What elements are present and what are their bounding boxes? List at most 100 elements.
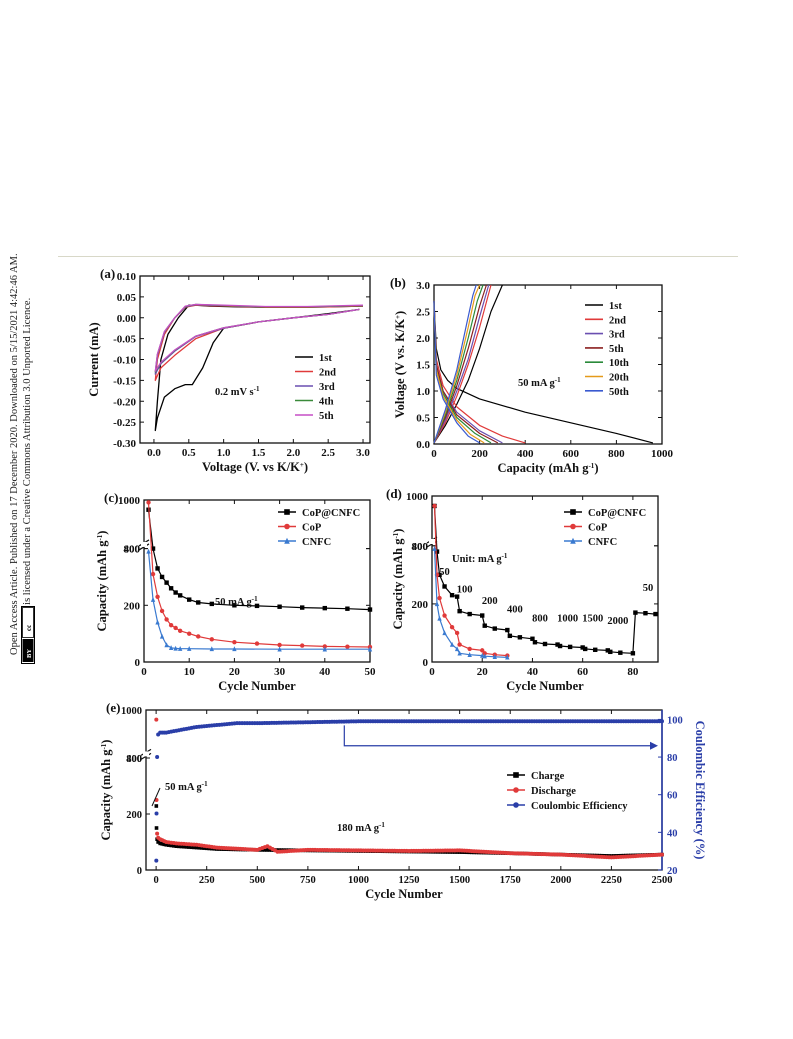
data-point — [480, 652, 485, 658]
charge-curve — [433, 284, 503, 444]
y-tick-label: 0 — [135, 657, 141, 669]
data-point — [480, 613, 485, 618]
charge-point — [166, 843, 171, 847]
charge-point — [169, 843, 174, 848]
data-point — [542, 641, 548, 647]
x-tick-label: 20 — [477, 666, 489, 678]
legend-marker — [513, 802, 519, 808]
x-tick-label: 20 — [229, 666, 241, 678]
data-point — [618, 650, 623, 655]
plot-frame — [431, 495, 659, 663]
data-point — [155, 566, 160, 571]
y-tick-label: -0.10 — [113, 355, 136, 367]
y-tick-label: 0 — [137, 866, 142, 877]
efficiency-point — [660, 719, 664, 724]
x-tick-label: 800 — [608, 448, 625, 460]
data-point — [155, 619, 160, 625]
right-y-tick-label: 40 — [667, 828, 678, 839]
data-point — [277, 646, 282, 652]
y-tick-label: -0.15 — [113, 375, 136, 387]
data-point — [209, 646, 214, 652]
data-point — [168, 622, 174, 628]
y-tick-label: -0.25 — [113, 417, 136, 429]
data-point — [467, 646, 472, 652]
legend-marker — [284, 523, 290, 530]
y-tick-label: 2.5 — [416, 307, 430, 319]
data-point — [482, 653, 487, 659]
data-point — [159, 633, 165, 639]
y-tick-label: 0.00 — [117, 313, 137, 325]
panel-label: (b) — [390, 275, 406, 290]
y-tick-label: 400 — [412, 541, 429, 553]
charge-point — [177, 844, 181, 849]
y-tick-label: 800 — [124, 544, 141, 556]
data-point — [492, 626, 497, 631]
axis-break-gap — [141, 541, 147, 547]
x-tick-label: 60 — [577, 666, 589, 678]
x-tick-label: 1500 — [449, 875, 470, 886]
charge-point — [187, 845, 191, 849]
y-tick-label: 400 — [124, 544, 141, 556]
legend-entry: Discharge — [531, 786, 576, 797]
y-tick-label: -0.30 — [113, 438, 136, 450]
charge-curve — [433, 284, 481, 444]
x-tick-label: 500 — [249, 875, 265, 886]
y-tick-label: 1.5 — [416, 360, 430, 372]
data-point — [480, 648, 485, 653]
discharge-point — [154, 717, 159, 722]
header-rule — [58, 256, 738, 257]
current-annotation: 50 mA g-1 — [518, 376, 561, 389]
axis-break-gap — [143, 751, 149, 757]
rate-label: 1000 — [557, 613, 578, 624]
data-point — [159, 574, 165, 580]
data-point — [277, 604, 282, 609]
current-annotation: 50 mA g-1 — [215, 595, 258, 608]
panel-e: 0 250 500 750 1000 1250 1500 1750 2000 2250 2500 0 2… — [99, 700, 707, 901]
data-point — [187, 631, 192, 636]
series-line — [433, 505, 656, 654]
data-point — [467, 652, 472, 657]
charge-point — [154, 804, 159, 808]
x-tick-label: 1000 — [348, 875, 369, 886]
x-tick-label: 750 — [300, 875, 316, 886]
data-point — [159, 608, 165, 614]
cv-curve — [154, 304, 364, 375]
y-tick-label: -0.20 — [113, 396, 136, 408]
series-line — [147, 551, 370, 650]
x-tick-label: 200 — [471, 448, 488, 460]
x-tick-label: 2.5 — [321, 447, 335, 459]
data-point — [608, 649, 613, 655]
rate-label: 1500 — [582, 613, 603, 624]
axis-break-gap — [429, 538, 435, 544]
data-point — [345, 606, 350, 611]
scan-rate-annotation: 0.2 mV s-1 — [215, 385, 260, 398]
charge-point — [154, 826, 159, 830]
data-point — [173, 590, 178, 595]
data-point — [209, 601, 214, 607]
charge-curve — [433, 284, 484, 444]
data-point — [168, 645, 174, 651]
charge-curve — [433, 284, 487, 444]
y-tick-label: 3.0 — [416, 280, 430, 292]
charge-point — [179, 844, 184, 849]
y-tick-label: 0.10 — [117, 271, 137, 283]
data-point — [164, 580, 169, 585]
cc-by-badge[interactable]: cc BY — [21, 606, 35, 664]
by-icon: BY — [26, 649, 33, 658]
data-point — [643, 610, 648, 616]
charge-point — [162, 842, 167, 847]
efficiency-point — [154, 858, 159, 863]
y-tick-label: -0.05 — [113, 334, 136, 346]
data-point — [517, 635, 523, 640]
data-point — [449, 592, 455, 598]
y-tick-label: 800 — [412, 541, 429, 553]
x-tick-label: 400 — [517, 448, 534, 460]
data-point — [557, 643, 563, 649]
data-point — [209, 637, 214, 642]
x-tick-label: 1000 — [651, 448, 674, 460]
data-point — [146, 548, 151, 554]
x-tick-label: 1.5 — [252, 447, 266, 459]
x-tick-label: 2250 — [601, 875, 622, 886]
x-axis-label: Capacity (mAh g-1) — [498, 461, 599, 475]
